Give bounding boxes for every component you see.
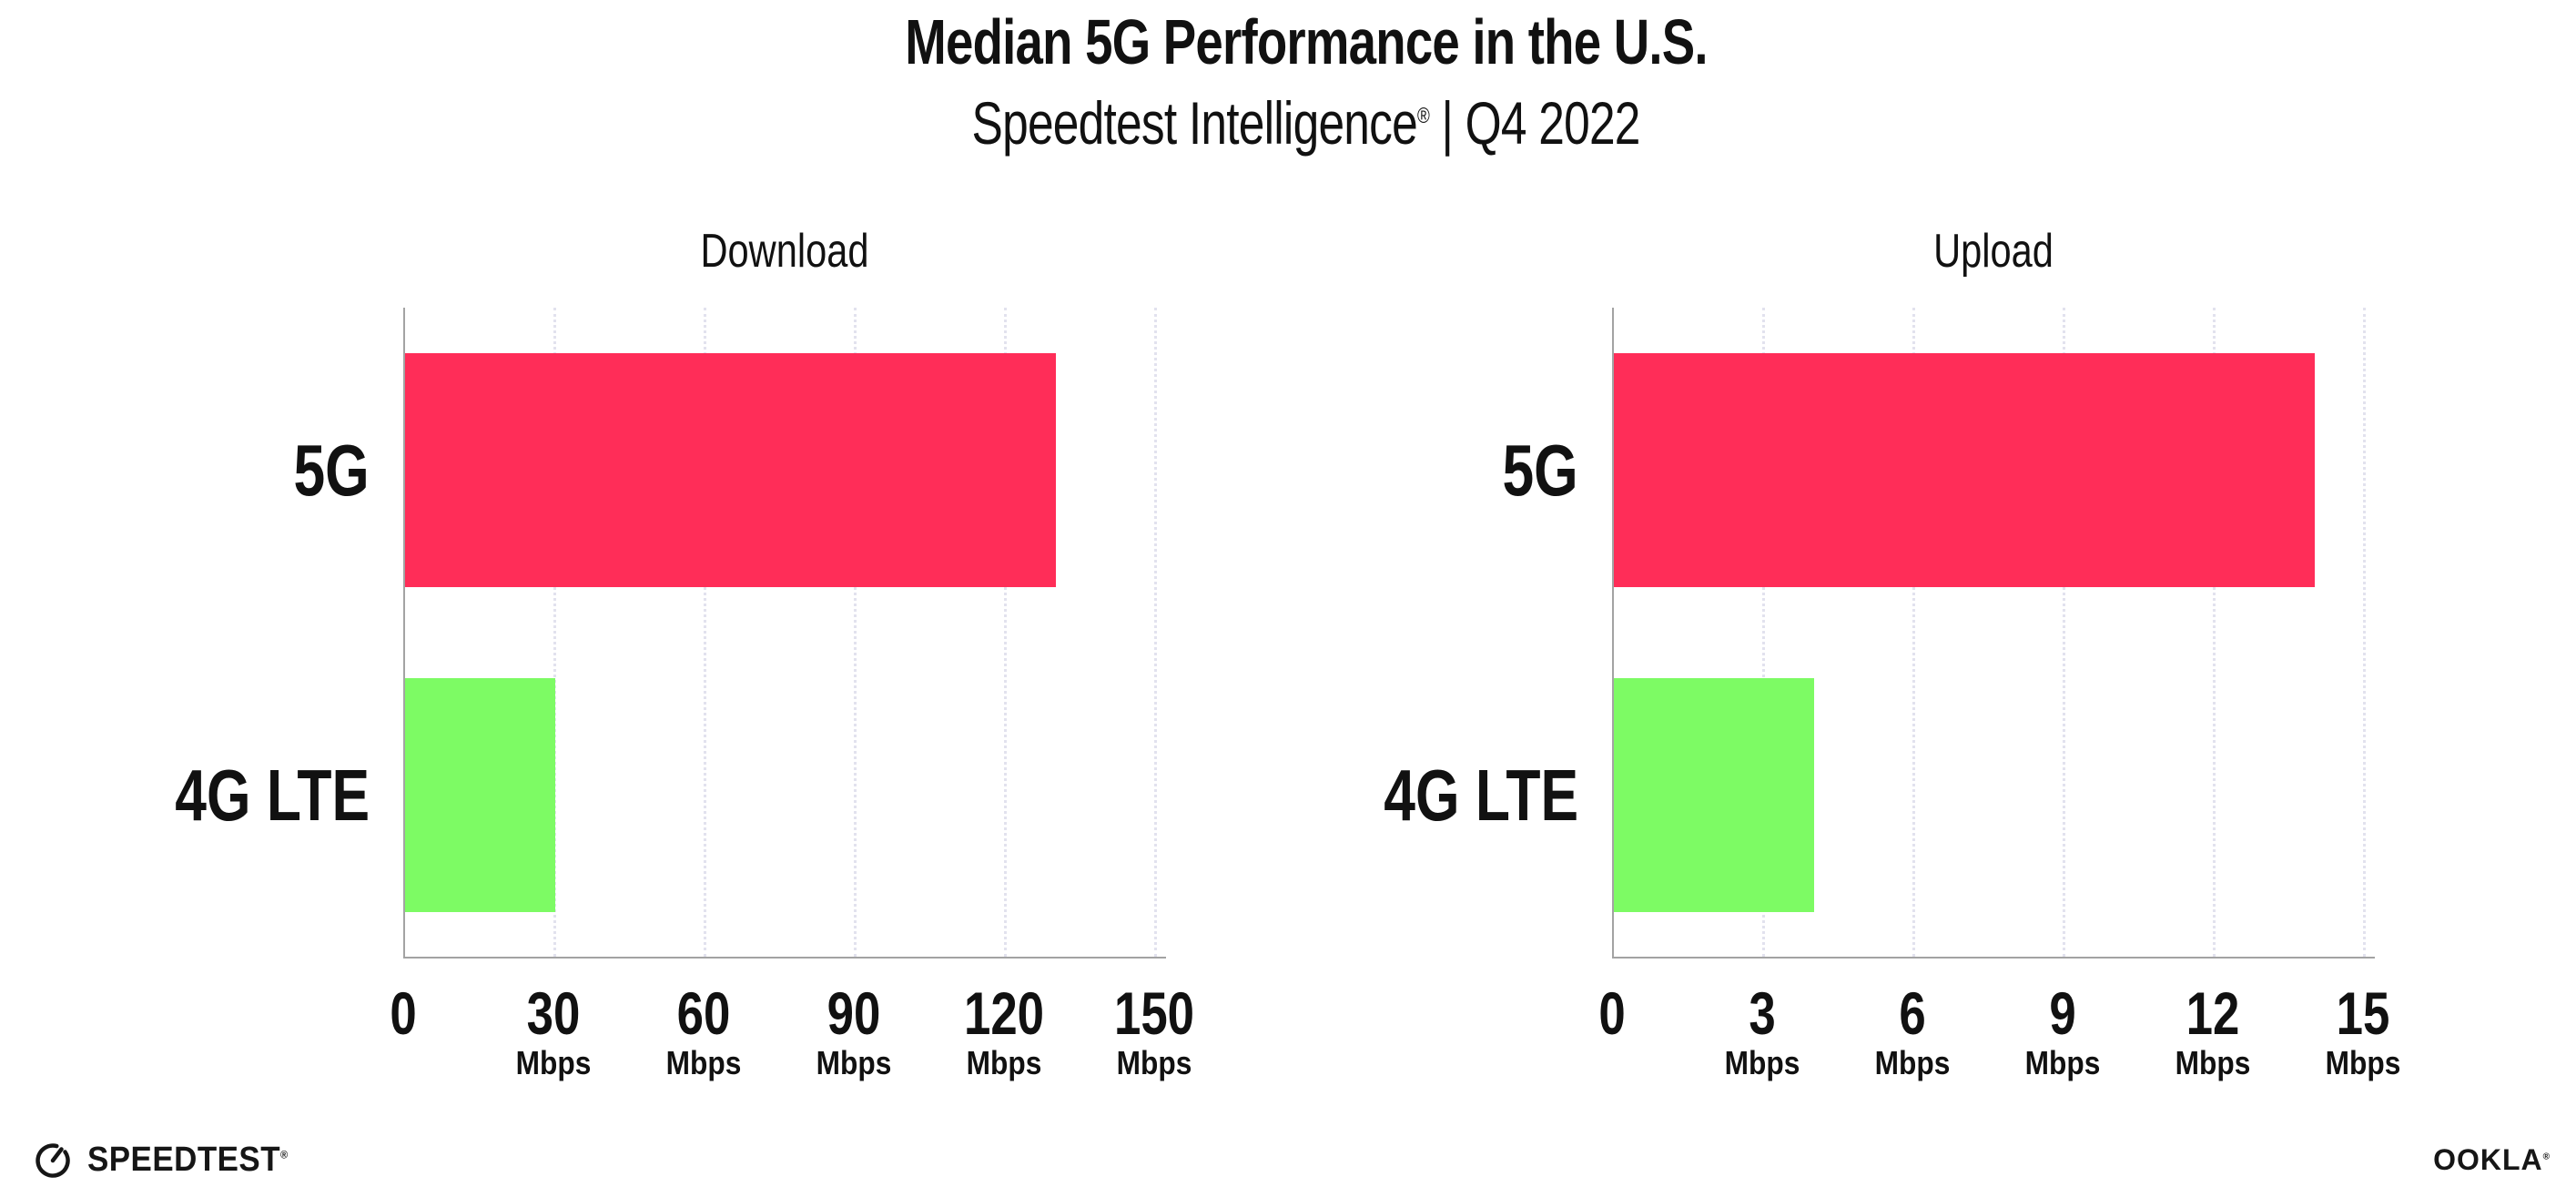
speedtest-wordmark: SPEEDTEST® <box>87 1141 289 1179</box>
gridline-30-mbps <box>553 308 556 957</box>
tick-unit-9: Mbps <box>2024 1044 2101 1081</box>
tick-unit-120: Mbps <box>966 1044 1042 1081</box>
bar-5g <box>405 353 1056 587</box>
tick-label-6: 6 <box>1899 979 1926 1047</box>
tick-unit-3: Mbps <box>1724 1044 1800 1081</box>
tick-label-30: 30 <box>526 979 581 1047</box>
tick-unit-15: Mbps <box>2325 1044 2401 1081</box>
tick-unit-12: Mbps <box>2175 1044 2251 1081</box>
tick-unit-6: Mbps <box>1874 1044 1951 1081</box>
tick-label-120: 120 <box>963 979 1045 1047</box>
tick-label-3: 3 <box>1749 979 1776 1047</box>
speedtest-registered-mark: ® <box>280 1148 289 1161</box>
tick-label-0: 0 <box>1598 979 1626 1047</box>
bar-5g <box>1614 353 2315 587</box>
speedtest-logo: SPEEDTEST® <box>31 1136 306 1184</box>
gridline-90-mbps <box>854 308 857 957</box>
gridline-9-mbps <box>2063 308 2065 957</box>
tick-label-9: 9 <box>2049 979 2076 1047</box>
ookla-logo: OOKLA® <box>2433 1143 2551 1177</box>
tick-unit-150: Mbps <box>1116 1044 1192 1081</box>
speedtest-gauge-icon <box>31 1136 75 1184</box>
page-subtitle: Speedtest Intelligence® | Q4 2022 <box>18 87 2576 159</box>
ookla-registered-mark: ® <box>2542 1151 2551 1162</box>
page-title-text: Median 5G Performance in the U.S. <box>905 6 1708 77</box>
ookla-wordmark: OOKLA® <box>2433 1143 2551 1176</box>
plot-area-download <box>403 308 1166 959</box>
tick-label-150: 150 <box>1113 979 1195 1047</box>
page-title: Median 5G Performance in the U.S. <box>18 7 2576 77</box>
chart-title-upload: Upload <box>1933 225 2054 278</box>
tick-label-60: 60 <box>676 979 731 1047</box>
category-label-4g-lte: 4G LTE <box>175 754 370 836</box>
tick-unit-90: Mbps <box>816 1044 892 1081</box>
tick-label-12: 12 <box>2186 979 2240 1047</box>
tick-unit-60: Mbps <box>665 1044 742 1081</box>
gridline-120-mbps <box>1004 308 1007 957</box>
gridline-12-mbps <box>2213 308 2216 957</box>
registered-mark: ® <box>1417 104 1430 128</box>
gridline-3-mbps <box>1762 308 1765 957</box>
chart-title-download: Download <box>700 225 869 278</box>
gridline-15-mbps <box>2363 308 2366 957</box>
tick-label-15: 15 <box>2336 979 2390 1047</box>
tick-unit-30: Mbps <box>515 1044 592 1081</box>
subtitle-period: | Q4 2022 <box>1429 89 1641 157</box>
tick-label-0: 0 <box>390 979 417 1047</box>
category-label-4g-lte: 4G LTE <box>1384 754 1578 836</box>
bar-4g-lte <box>405 678 555 912</box>
gridline-6-mbps <box>1912 308 1915 957</box>
tick-label-90: 90 <box>827 979 881 1047</box>
gridline-150-mbps <box>1154 308 1157 957</box>
gridline-60-mbps <box>704 308 706 957</box>
subtitle-brand: Speedtest Intelligence <box>971 89 1418 157</box>
bar-4g-lte <box>1614 678 1814 912</box>
category-label-5g: 5G <box>293 429 370 511</box>
plot-area-upload <box>1612 308 2375 959</box>
category-label-5g: 5G <box>1502 429 1578 511</box>
